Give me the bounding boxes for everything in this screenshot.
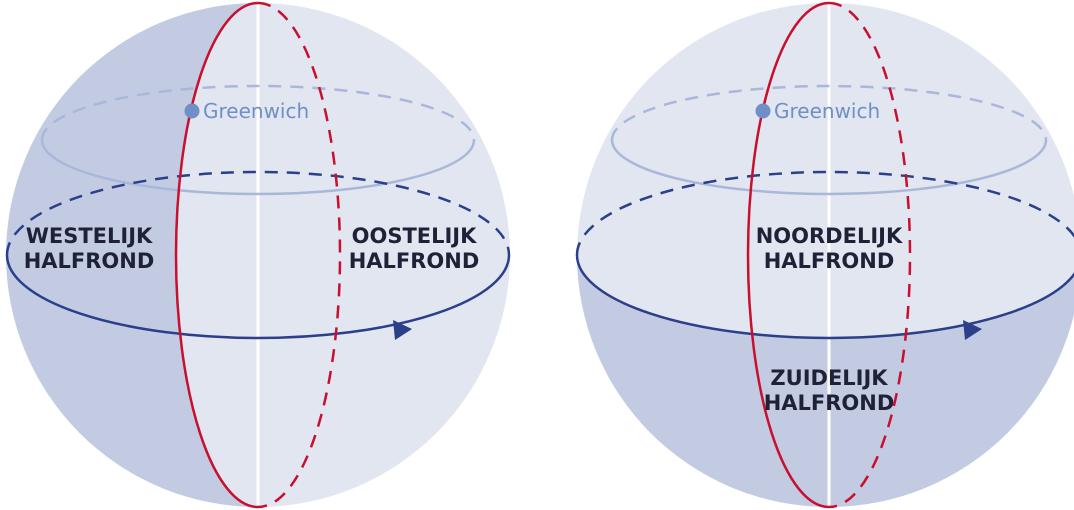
right-equator-front: [575, 254, 1074, 340]
right-meridian-back: [828, 1, 912, 509]
right-parallel-back: [610, 84, 1048, 141]
left-parallel-front: [40, 139, 476, 196]
south-label-line2: HALFROND: [764, 391, 895, 415]
right-meridian-front: [746, 1, 830, 509]
west-label-line2: HALFROND: [24, 249, 155, 273]
left-greenwich-label: Greenwich: [203, 99, 309, 123]
left-parallel-back: [40, 84, 476, 141]
left-meridian-front: [174, 1, 259, 509]
left-meridian-back: [257, 1, 342, 509]
left-equator-back: [5, 170, 511, 256]
western-hemisphere-shade: [6, 3, 258, 507]
west-label-line1: WESTELIJK: [26, 224, 153, 248]
north-label-line1: NOORDELIJK: [756, 224, 903, 248]
right-globe: Greenwich NOORDELIJK HALFROND ZUIDELIJK …: [575, 1, 1074, 509]
left-equator-front: [5, 254, 511, 340]
right-parallel-front: [610, 139, 1048, 196]
north-label-line2: HALFROND: [764, 249, 895, 273]
left-greenwich-dot: [184, 103, 200, 119]
left-globe: Greenwich WESTELIJK HALFROND OOSTELIJK H…: [5, 1, 511, 509]
east-label-line2: HALFROND: [349, 249, 480, 273]
right-greenwich-dot: [755, 103, 771, 119]
south-label-line1: ZUIDELIJK: [770, 366, 888, 390]
left-equator-arrow-icon: [393, 320, 412, 340]
right-equator-arrow-icon: [963, 320, 982, 340]
right-equator-back: [575, 170, 1074, 256]
east-label-line1: OOSTELIJK: [352, 224, 478, 248]
right-greenwich-label: Greenwich: [774, 99, 880, 123]
